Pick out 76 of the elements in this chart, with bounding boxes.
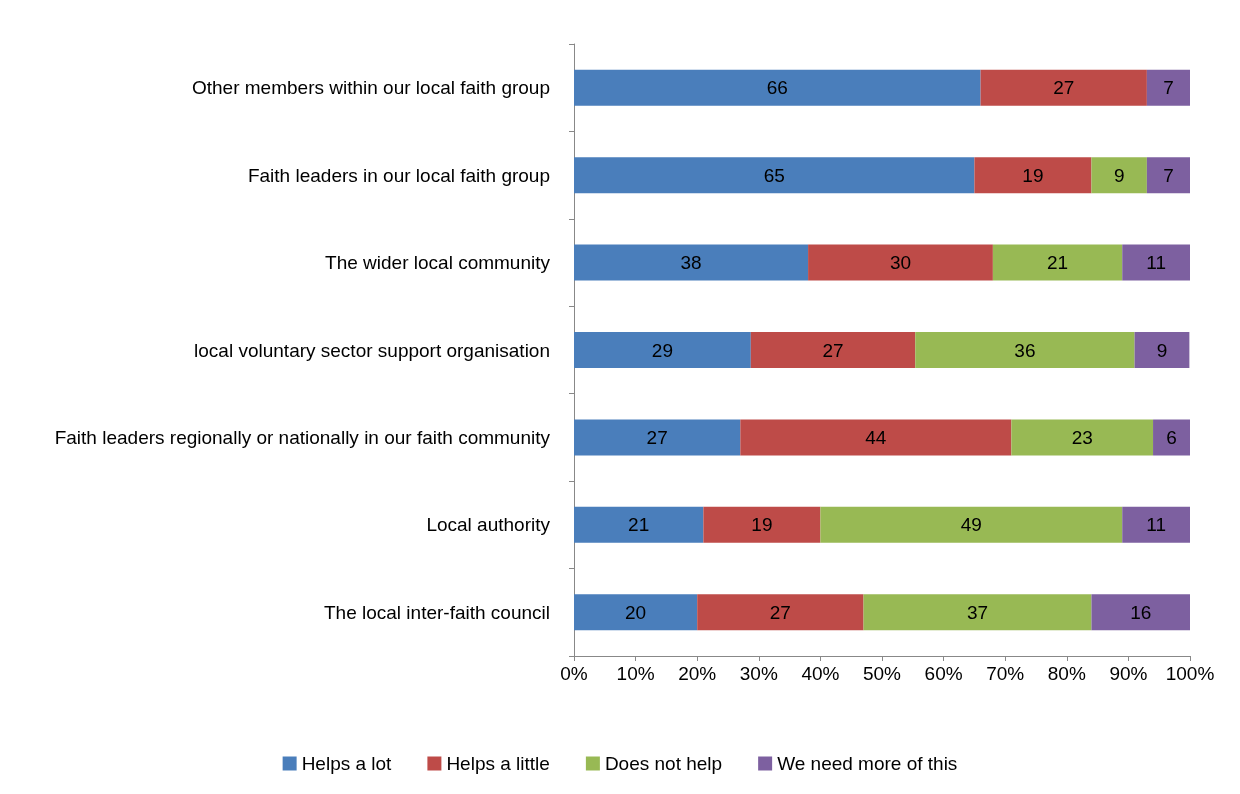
bar <box>863 594 1092 631</box>
bar <box>703 506 821 543</box>
bar <box>1011 419 1154 456</box>
y-tick-label: The local inter-faith council <box>324 601 550 623</box>
data-label: 11 <box>1146 252 1166 274</box>
data-label: 29 <box>651 339 673 361</box>
data-label: 7 <box>1163 77 1174 99</box>
bar <box>980 69 1147 106</box>
data-label: 20 <box>625 601 647 623</box>
bar <box>1153 419 1190 456</box>
data-label: 27 <box>646 426 668 448</box>
x-tick-label: 0% <box>560 663 588 684</box>
y-tick-label: Local authority <box>426 514 551 536</box>
data-label: 16 <box>1130 601 1152 623</box>
bar <box>574 332 751 368</box>
bar <box>1134 332 1190 368</box>
data-label: 38 <box>680 252 702 274</box>
x-tick-label: 60% <box>924 663 963 684</box>
bar <box>574 157 975 194</box>
bar <box>750 332 916 368</box>
bar <box>574 69 981 106</box>
bar <box>574 419 741 456</box>
legend-label: We need more of this <box>777 753 958 774</box>
bar <box>1146 157 1190 194</box>
data-label: 36 <box>1014 339 1036 361</box>
y-tick-label: Other members within our local faith group <box>192 77 550 99</box>
bar <box>1122 244 1190 281</box>
data-label: 27 <box>1053 77 1075 99</box>
bar <box>697 594 864 631</box>
data-label: 19 <box>751 514 773 536</box>
bar <box>1091 157 1147 194</box>
data-label: 11 <box>1146 514 1166 536</box>
data-label: 6 <box>1166 426 1177 448</box>
data-label: 21 <box>628 514 650 536</box>
data-label: 21 <box>1046 252 1069 274</box>
data-label: 66 <box>766 77 788 99</box>
x-tick-label: 90% <box>1109 663 1148 684</box>
bar <box>974 157 1092 194</box>
legend-label: Helps a little <box>446 753 550 774</box>
bar <box>574 594 698 631</box>
x-tick-label: 20% <box>678 663 717 684</box>
legend-label: Helps a lot <box>301 753 393 774</box>
legend-label: Does not help <box>604 753 723 774</box>
bar <box>992 244 1123 281</box>
x-tick-label: 50% <box>862 663 902 684</box>
data-label: 19 <box>1022 164 1044 186</box>
data-label: 37 <box>966 601 989 623</box>
bar <box>1091 594 1190 631</box>
data-label: 65 <box>763 164 785 186</box>
y-tick-label: Faith leaders in our local faith group <box>247 164 550 186</box>
y-tick-label: local voluntary sector support organisation <box>194 339 550 361</box>
x-tick-label: 80% <box>1047 663 1086 684</box>
data-label: 7 <box>1163 164 1174 186</box>
bar <box>915 332 1135 368</box>
x-tick-label: 10% <box>616 663 655 684</box>
data-label: 27 <box>769 601 791 623</box>
x-tick-label: 70% <box>986 663 1025 684</box>
data-label: 27 <box>822 339 844 361</box>
bar <box>740 419 1012 456</box>
y-tick-label: Faith leaders regionally or nationally in our faith community <box>54 426 551 448</box>
data-label: 9 <box>1113 164 1125 186</box>
data-label: 49 <box>960 514 982 536</box>
data-label: 23 <box>1071 426 1093 448</box>
bar <box>1146 69 1190 106</box>
x-tick-label: 40% <box>801 663 840 684</box>
x-tick-label: 30% <box>739 663 778 684</box>
bar <box>1122 506 1190 543</box>
x-tick-label: 100% <box>1165 663 1215 684</box>
bar <box>574 244 809 281</box>
y-tick-label: The wider local community <box>325 252 551 274</box>
data-label: 30 <box>889 252 912 274</box>
data-label: 9 <box>1156 339 1168 361</box>
bar <box>808 244 993 281</box>
bar <box>574 506 704 543</box>
bar <box>820 506 1123 543</box>
data-label: 44 <box>865 426 887 448</box>
